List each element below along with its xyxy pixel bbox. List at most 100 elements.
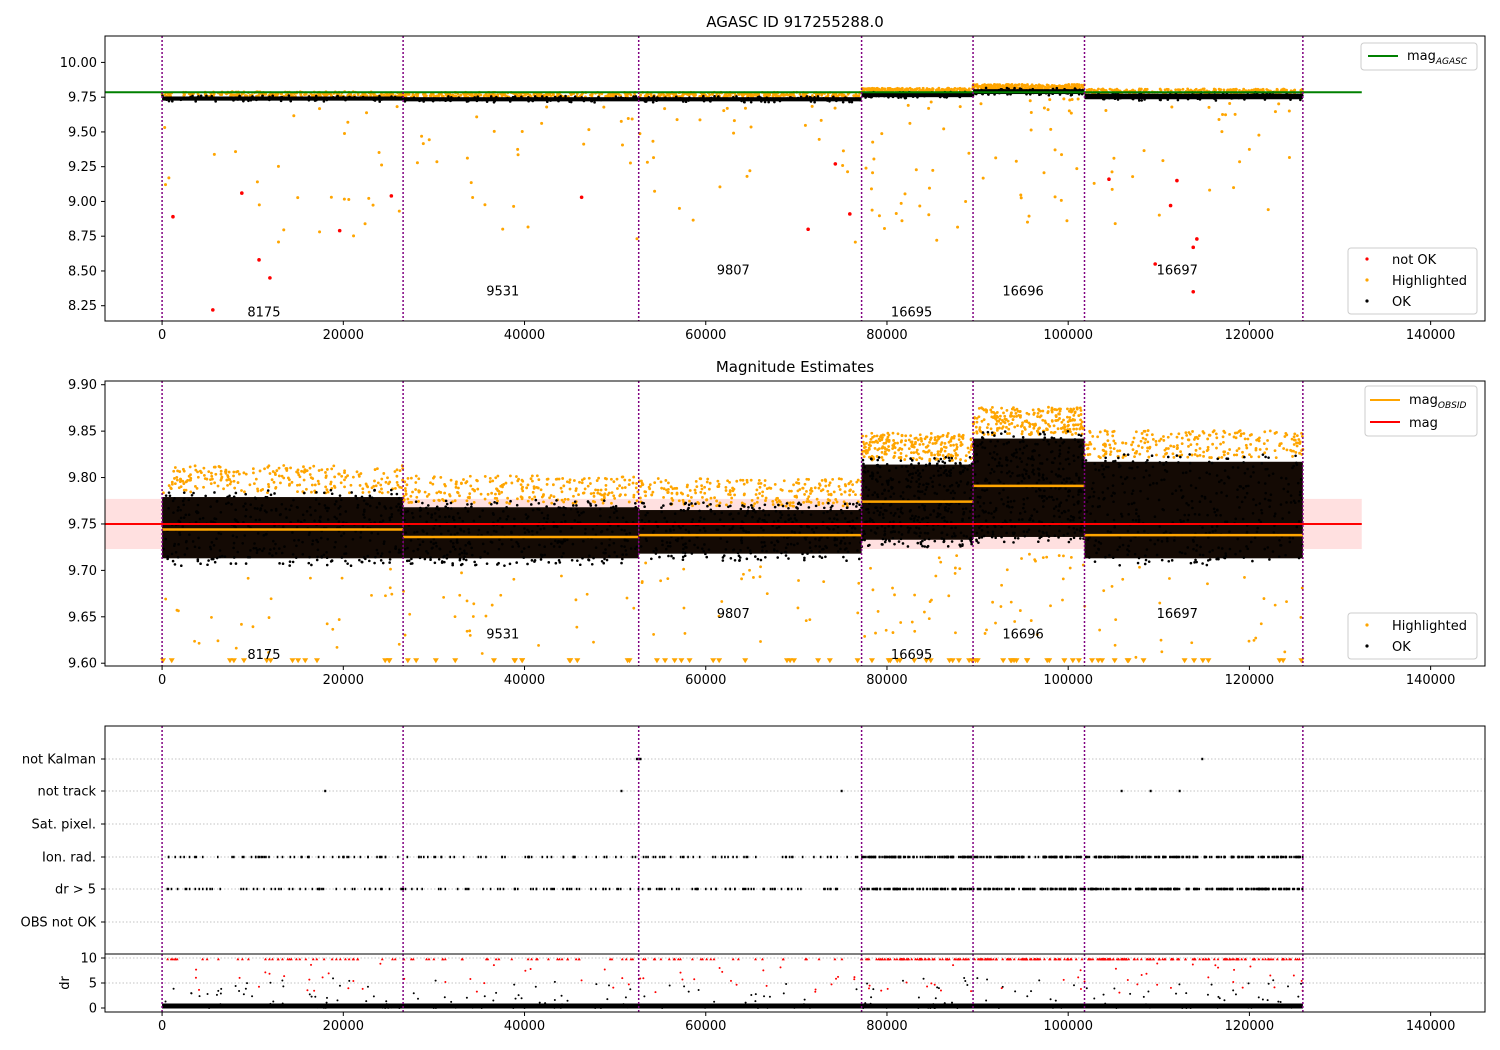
ok-point: [787, 506, 790, 510]
highlighted-point: [1027, 214, 1031, 218]
not-ok-point: [1195, 237, 1199, 241]
ok-point: [425, 520, 428, 524]
highlighted-point: [596, 491, 600, 495]
ok-point: [615, 509, 618, 513]
ok-point: [522, 547, 526, 550]
ok-point: [388, 550, 391, 554]
highlighted-point: [921, 86, 925, 90]
ok-point: [307, 95, 311, 98]
highlighted-point: [647, 485, 651, 489]
highlighted-point: [763, 483, 767, 487]
highlighted-point: [459, 94, 462, 97]
highlighted-point: [953, 449, 956, 452]
highlighted-point: [382, 93, 386, 97]
highlighted-point: [465, 499, 469, 503]
ok-point: [550, 542, 553, 546]
ok-point: [479, 556, 482, 559]
highlighted-point: [877, 447, 881, 451]
ok-point: [913, 494, 916, 498]
highlighted-point: [796, 606, 800, 610]
highlighted-point: [285, 467, 289, 470]
ok-point: [189, 95, 192, 99]
highlighted-point: [252, 471, 255, 475]
highlighted-point: [955, 443, 958, 447]
ok-point: [526, 515, 530, 518]
highlighted-point: [226, 474, 230, 477]
ok-point: [458, 558, 462, 562]
ok-point: [375, 506, 379, 509]
ok-point: [449, 550, 452, 554]
highlighted-point: [964, 454, 968, 458]
ok-point: [543, 545, 546, 549]
ok-point: [411, 516, 415, 519]
highlighted-point: [1010, 83, 1013, 87]
ok-point: [444, 99, 447, 103]
ok-point: [620, 561, 623, 565]
ok-point: [1162, 95, 1166, 98]
highlighted-point: [722, 109, 726, 113]
ok-point: [962, 512, 965, 516]
ok-point: [950, 456, 953, 460]
ok-point: [213, 560, 217, 564]
ok-point: [589, 502, 592, 506]
ok-point: [342, 95, 345, 99]
ok-point: [702, 517, 706, 521]
highlighted-point: [216, 484, 220, 488]
ok-point: [578, 563, 582, 567]
ok-point: [251, 95, 254, 98]
highlighted-point: [1234, 87, 1238, 91]
ok-point: [210, 557, 214, 561]
highlighted-point: [630, 117, 634, 121]
ok-point: [959, 464, 963, 468]
highlighted-point: [754, 493, 758, 496]
ok-point: [913, 517, 916, 520]
not-ok-point: [579, 195, 584, 200]
not-ok-point: [1168, 203, 1173, 208]
ok-point: [878, 513, 881, 517]
ok-point: [944, 505, 948, 509]
highlighted-point: [951, 459, 954, 462]
highlighted-point: [956, 225, 960, 229]
highlighted-point: [395, 474, 399, 478]
highlighted-point: [409, 476, 413, 480]
ok-point: [326, 537, 329, 541]
ok-point: [836, 525, 840, 529]
ok-point: [333, 545, 336, 549]
ok-point: [647, 519, 651, 523]
highlighted-point: [720, 600, 724, 603]
highlighted-point: [881, 87, 885, 91]
ok-point: [615, 516, 619, 520]
highlighted-point: [1059, 198, 1063, 202]
ok-point: [953, 491, 957, 495]
legend-marker-highlighted: [1365, 278, 1369, 282]
ok-point: [199, 94, 203, 98]
highlighted-point: [713, 496, 716, 500]
highlighted-point: [491, 479, 495, 483]
ok-point: [513, 524, 516, 528]
ok-point: [277, 547, 281, 550]
highlighted-point: [870, 208, 874, 212]
ok-point: [938, 95, 942, 99]
highlighted-point: [640, 481, 644, 485]
ok-point: [219, 510, 223, 514]
highlighted-point: [1065, 219, 1069, 223]
ok-point: [897, 530, 901, 534]
ok-point: [767, 513, 771, 517]
ok-point: [632, 95, 635, 98]
ok-point: [291, 553, 295, 556]
ok-point: [826, 510, 829, 514]
highlighted-point: [520, 130, 524, 134]
highlighted-point: [939, 560, 943, 564]
highlighted-point: [894, 211, 898, 215]
highlighted-point: [929, 438, 932, 442]
highlighted-point: [475, 478, 479, 482]
ok-point: [943, 95, 946, 99]
ok-point: [432, 527, 435, 530]
ok-point: [614, 95, 618, 98]
highlighted-point: [308, 473, 312, 476]
ok-point: [524, 513, 528, 516]
ok-point: [893, 542, 896, 546]
ok-point: [368, 559, 371, 563]
ok-point: [325, 506, 329, 510]
ok-point: [736, 551, 740, 555]
